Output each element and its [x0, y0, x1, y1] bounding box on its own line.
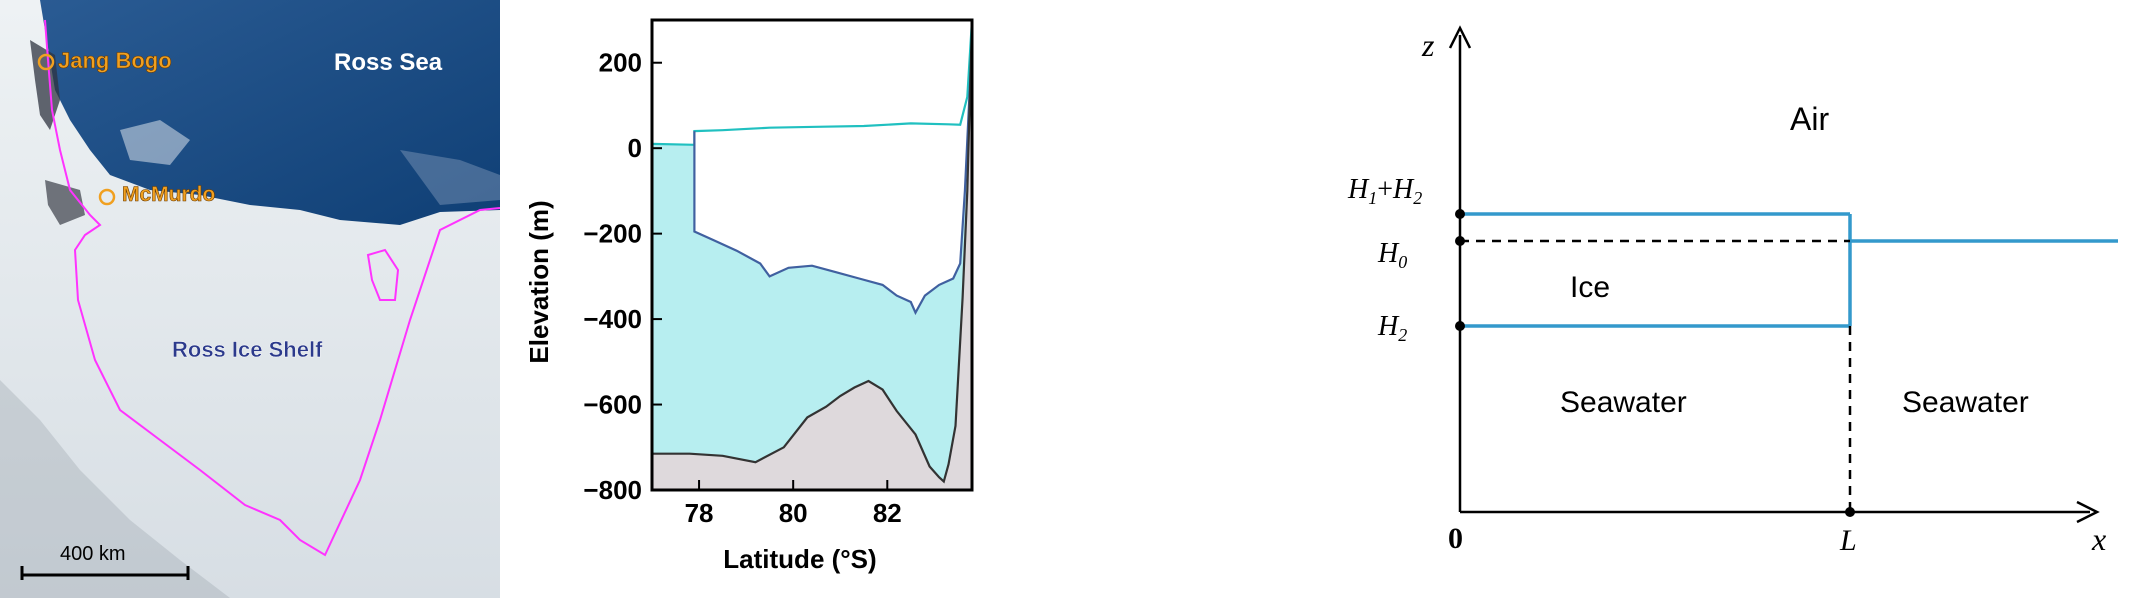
ice-base-line — [693, 41, 974, 316]
x-tick-label: 80 — [779, 498, 808, 528]
x-tick-label: 78 — [685, 498, 714, 528]
ross-ice-shelf-label: Ross Ice Shelf — [172, 337, 323, 362]
chart-lines — [651, 19, 974, 484]
h0-label: H0 — [1377, 238, 1407, 272]
y-tick-label: −600 — [583, 390, 642, 420]
chart-fills — [652, 20, 972, 490]
y-axis-label: Elevation (m) — [524, 200, 554, 363]
y-tick-label: 0 — [628, 133, 642, 163]
y-tick-label: −400 — [583, 304, 642, 334]
x-axis-arrow-icon — [2076, 500, 2100, 524]
x-axis-label-schematic: x — [2091, 521, 2106, 557]
jang-bogo-label: Jang Bogo — [58, 48, 172, 73]
y-tick-label: −800 — [583, 475, 642, 505]
seabed-line — [652, 19, 974, 484]
origin-label: 0 — [1448, 522, 1463, 555]
schematic-svg: z x 0 L H1+H2 H0 H2 Air Ice Seawater Sea… — [1347, 25, 2118, 557]
ice-label: Ice — [1570, 271, 1610, 304]
l-label: L — [1839, 524, 1857, 557]
antarctica-map: Jang Bogo Ross Sea McMurdo Ross Ice Shel… — [0, 0, 501, 598]
h1-h2-label: H1+H2 — [1347, 174, 1422, 208]
mcmurdo-label: McMurdo — [122, 183, 215, 206]
y-tick-label: 200 — [599, 48, 642, 78]
h2-label: H2 — [1377, 311, 1407, 345]
elevation-profile-chart: 200 0 −200 −400 −600 −800 78 80 82 Elevation (m)… — [500, 0, 1340, 598]
z-axis-label: z — [1421, 27, 1435, 63]
sea-area — [40, 0, 500, 225]
mcmurdo-station-icon — [98, 188, 116, 206]
y-tick-label: −200 — [583, 219, 642, 249]
plot-frame — [650, 18, 974, 492]
chart-svg: 200 0 −200 −400 −600 −800 78 80 82 Elevation (m)… — [524, 18, 974, 574]
ice-fill — [694, 20, 972, 313]
chart-axes: 200 0 −200 −400 −600 −800 78 80 82 — [583, 18, 974, 528]
x-tick-label: 82 — [873, 498, 902, 528]
z-axis-arrow-icon — [1448, 25, 1472, 49]
x-axis-label: Latitude (°S) — [723, 544, 876, 574]
map-image: Jang Bogo Ross Sea McMurdo Ross Ice Shel… — [0, 0, 501, 598]
scale-label: 400 km — [60, 543, 126, 565]
seawater-right-label: Seawater — [1902, 386, 2029, 419]
ice-shelf-schematic: z x 0 L H1+H2 H0 H2 Air Ice Seawater Sea… — [1340, 0, 2130, 598]
ross-sea-label: Ross Sea — [334, 49, 443, 76]
ice-shelf-boundary — [44, 19, 501, 557]
island-boundary — [366, 248, 400, 301]
air-label: Air — [1790, 101, 1829, 137]
jang-bogo-station-icon — [37, 53, 55, 71]
seawater-left-label: Seawater — [1560, 386, 1687, 419]
